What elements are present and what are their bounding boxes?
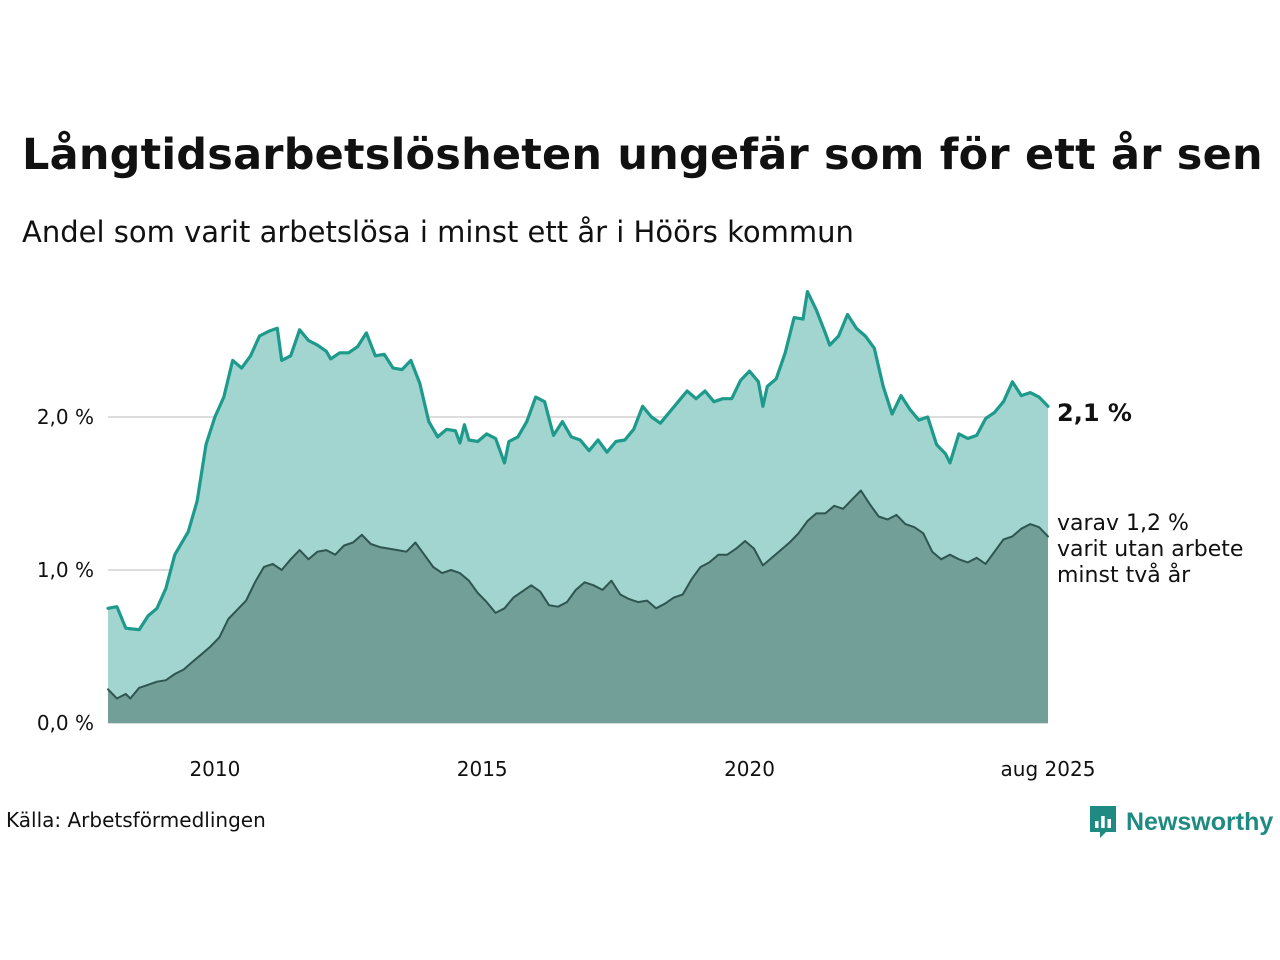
x-tick-label-3: aug 2025 <box>1001 757 1096 781</box>
series-two_year-area <box>108 490 1048 723</box>
x-tick-label-2: 2020 <box>724 757 775 781</box>
end-label-two-year-line-2: minst två år <box>1057 562 1191 588</box>
series-two_year-line <box>107 489 1049 700</box>
series-one_year-line <box>106 290 1050 632</box>
end-label-one-year: 2,1 % <box>1057 399 1132 427</box>
y-tick-label-2: 2,0 % <box>37 405 94 429</box>
source-note: Källa: Arbetsförmedlingen <box>6 808 266 832</box>
chart-subtitle: Andel som varit arbetslösa i minst ett å… <box>22 215 854 249</box>
x-axis: 2010 2015 2020 aug 2025 <box>189 757 1095 781</box>
chart-title: Långtidsarbetslösheten ungefär som för e… <box>22 130 1263 180</box>
end-label-two-year-line-1: varit utan arbete <box>1057 537 1243 562</box>
x-tick-label-0: 2010 <box>189 757 240 781</box>
x-tick-label-1: 2015 <box>457 757 508 781</box>
brand-name: Newsworthy <box>1126 807 1274 836</box>
y-tick-label-1: 1,0 % <box>37 558 94 582</box>
area-layer <box>106 290 1050 723</box>
y-axis: 0,0 % 1,0 % 2,0 % <box>37 405 94 735</box>
end-label-two-year-line-0: varav 1,2 % <box>1057 511 1189 536</box>
newsworthy-logo-icon <box>1090 806 1116 838</box>
newsworthy-logo: Newsworthy <box>1088 804 1273 840</box>
y-tick-label-0: 0,0 % <box>37 711 94 735</box>
